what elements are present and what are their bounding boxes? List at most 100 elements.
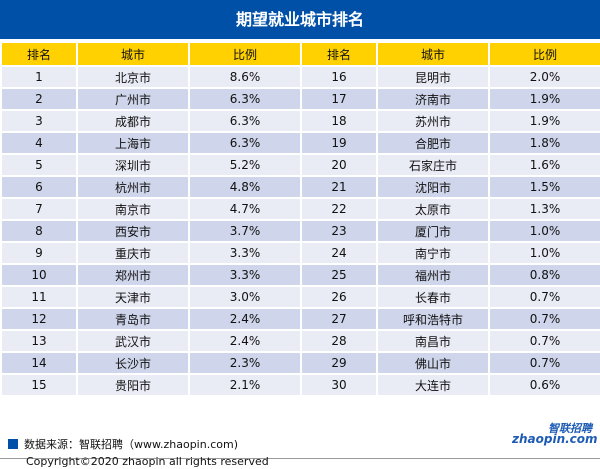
cell-rank: 14 [0, 351, 78, 375]
cell-ratio: 0.7% [488, 285, 600, 309]
header-ratio: 比例 [488, 41, 600, 67]
cell-ratio: 4.8% [188, 175, 302, 199]
cell-ratio: 8.6% [188, 65, 302, 89]
table-row: 14 长沙市 2.3% 29 佛山市 0.7% [0, 351, 600, 375]
cell-ratio: 1.6% [488, 153, 600, 177]
cell-rank: 11 [0, 285, 78, 309]
cell-ratio: 0.7% [488, 329, 600, 353]
cell-ratio: 6.3% [188, 87, 302, 111]
cell-ratio: 6.3% [188, 109, 302, 133]
cell-city: 沈阳市 [376, 175, 490, 199]
bullet-square-icon [8, 439, 18, 449]
cell-city: 呼和浩特市 [376, 307, 490, 331]
header-city: 城市 [376, 41, 490, 67]
source-text: 数据来源：智联招聘（www.zhaopin.com) [24, 438, 238, 451]
cell-city: 苏州市 [376, 109, 490, 133]
table-row: 1 北京市 8.6% 16 昆明市 2.0% [0, 65, 600, 89]
cell-rank: 26 [300, 285, 378, 309]
cell-ratio: 0.7% [488, 351, 600, 375]
cell-ratio: 1.9% [488, 87, 600, 111]
cell-rank: 2 [0, 87, 78, 111]
cell-city: 厦门市 [376, 219, 490, 243]
cell-ratio: 6.3% [188, 131, 302, 155]
cell-city: 上海市 [76, 131, 190, 155]
cell-rank: 3 [0, 109, 78, 133]
cell-rank: 5 [0, 153, 78, 177]
cell-ratio: 2.0% [488, 65, 600, 89]
cell-ratio: 4.7% [188, 197, 302, 221]
cell-ratio: 0.6% [488, 373, 600, 397]
cell-rank: 21 [300, 175, 378, 199]
cell-city: 西安市 [76, 219, 190, 243]
cell-rank: 25 [300, 263, 378, 287]
cell-ratio: 5.2% [188, 153, 302, 177]
cell-rank: 13 [0, 329, 78, 353]
cell-rank: 19 [300, 131, 378, 155]
cell-rank: 27 [300, 307, 378, 331]
cell-ratio: 1.9% [488, 109, 600, 133]
cell-ratio: 1.0% [488, 219, 600, 243]
table-row: 12 青岛市 2.4% 27 呼和浩特市 0.7% [0, 307, 600, 331]
table-row: 11 天津市 3.0% 26 长春市 0.7% [0, 285, 600, 309]
cell-ratio: 3.3% [188, 241, 302, 265]
cell-rank: 8 [0, 219, 78, 243]
cell-city: 昆明市 [376, 65, 490, 89]
header-city: 城市 [76, 41, 190, 67]
cell-city: 石家庄市 [376, 153, 490, 177]
table-row: 7 南京市 4.7% 22 太原市 1.3% [0, 197, 600, 221]
cell-ratio: 1.0% [488, 241, 600, 265]
page-title: 期望就业城市排名 [0, 0, 600, 39]
cell-ratio: 2.1% [188, 373, 302, 397]
table-row: 3 成都市 6.3% 18 苏州市 1.9% [0, 109, 600, 133]
cell-city: 大连市 [376, 373, 490, 397]
cell-city: 北京市 [76, 65, 190, 89]
cell-rank: 10 [0, 263, 78, 287]
table-row: 5 深圳市 5.2% 20 石家庄市 1.6% [0, 153, 600, 177]
cell-ratio: 2.3% [188, 351, 302, 375]
cell-city: 南宁市 [376, 241, 490, 265]
cell-ratio: 0.7% [488, 307, 600, 331]
table-row: 6 杭州市 4.8% 21 沈阳市 1.5% [0, 175, 600, 199]
cell-rank: 1 [0, 65, 78, 89]
cell-city: 合肥市 [376, 131, 490, 155]
cell-rank: 16 [300, 65, 378, 89]
cell-city: 深圳市 [76, 153, 190, 177]
cell-ratio: 2.4% [188, 307, 302, 331]
cell-rank: 6 [0, 175, 78, 199]
divider [0, 458, 600, 459]
table-row: 8 西安市 3.7% 23 厦门市 1.0% [0, 219, 600, 243]
table-row: 4 上海市 6.3% 19 合肥市 1.8% [0, 131, 600, 155]
cell-city: 长沙市 [76, 351, 190, 375]
cell-ratio: 3.0% [188, 285, 302, 309]
table-row: 13 武汉市 2.4% 28 南昌市 0.7% [0, 329, 600, 353]
cell-ratio: 1.5% [488, 175, 600, 199]
cell-rank: 22 [300, 197, 378, 221]
cell-ratio: 3.7% [188, 219, 302, 243]
cell-ratio: 2.4% [188, 329, 302, 353]
cell-ratio: 1.3% [488, 197, 600, 221]
cell-ratio: 3.3% [188, 263, 302, 287]
table-row: 10 郑州市 3.3% 25 福州市 0.8% [0, 263, 600, 287]
header-rank: 排名 [0, 41, 78, 67]
cell-city: 福州市 [376, 263, 490, 287]
cell-city: 太原市 [376, 197, 490, 221]
cell-city: 佛山市 [376, 351, 490, 375]
zhaopin-logo: 智联招聘 zhaopin.com [512, 422, 598, 446]
cell-city: 贵阳市 [76, 373, 190, 397]
copyright: Copyright©2020 zhaopin all rights reserv… [26, 455, 269, 468]
cell-city: 南昌市 [376, 329, 490, 353]
cell-rank: 20 [300, 153, 378, 177]
cell-city: 青岛市 [76, 307, 190, 331]
cell-city: 天津市 [76, 285, 190, 309]
cell-rank: 23 [300, 219, 378, 243]
cell-ratio: 0.8% [488, 263, 600, 287]
cell-rank: 29 [300, 351, 378, 375]
header-row: 排名 城市 比例 排名 城市 比例 [0, 41, 600, 67]
table-row: 2 广州市 6.3% 17 济南市 1.9% [0, 87, 600, 111]
cell-rank: 4 [0, 131, 78, 155]
cell-city: 武汉市 [76, 329, 190, 353]
cell-city: 济南市 [376, 87, 490, 111]
header-rank: 排名 [300, 41, 378, 67]
data-source: 数据来源：智联招聘（www.zhaopin.com) [8, 436, 238, 452]
city-ranking-table: 排名 城市 比例 排名 城市 比例 1 北京市 8.6% 16 昆明市 2.0% 2 广州市 6… [0, 41, 600, 397]
